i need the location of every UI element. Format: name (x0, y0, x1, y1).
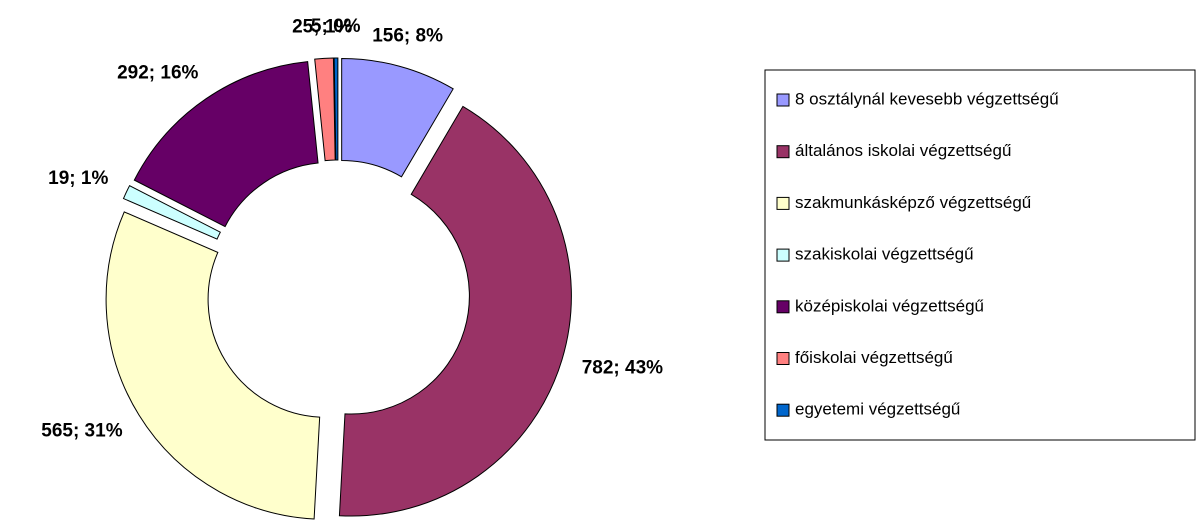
donut-slice (122, 185, 222, 240)
value-label: 292; 16% (117, 62, 198, 83)
legend-swatch (776, 403, 790, 417)
legend-label: középiskolai végzettségű (795, 296, 984, 315)
legend-swatch (776, 196, 790, 210)
value-label: 5; 0% (311, 16, 361, 37)
legend-swatch (776, 352, 790, 365)
donut-slice (338, 105, 572, 517)
legend-label: egyetemi végzettségű (795, 400, 960, 419)
value-label: 156; 8% (372, 25, 443, 46)
donut-slice (333, 57, 339, 161)
legend-label: főiskolai végzettségű (795, 348, 953, 367)
legend-label: 8 osztálynál kevesebb végzettségű (795, 89, 1059, 108)
legend-label: szakmunkásképző végzettségű (795, 193, 1031, 212)
value-label: 565; 31% (41, 420, 122, 441)
legend-swatch (776, 300, 790, 314)
legend-swatch (776, 93, 790, 107)
legend-swatch (776, 145, 790, 159)
donut-slice (314, 57, 336, 162)
donut-slice (133, 61, 319, 228)
legend-label: szakiskolai végzettségű (795, 245, 974, 264)
legend-label: általános iskolai végzettségű (795, 141, 1011, 160)
legend-box (764, 69, 1196, 441)
legend-swatch (776, 248, 790, 262)
value-label: 19; 1% (48, 168, 108, 189)
donut-slice (341, 57, 454, 178)
donut-slice (105, 211, 321, 520)
value-label: 25; 1% (292, 16, 352, 37)
value-label: 782; 43% (582, 358, 663, 379)
